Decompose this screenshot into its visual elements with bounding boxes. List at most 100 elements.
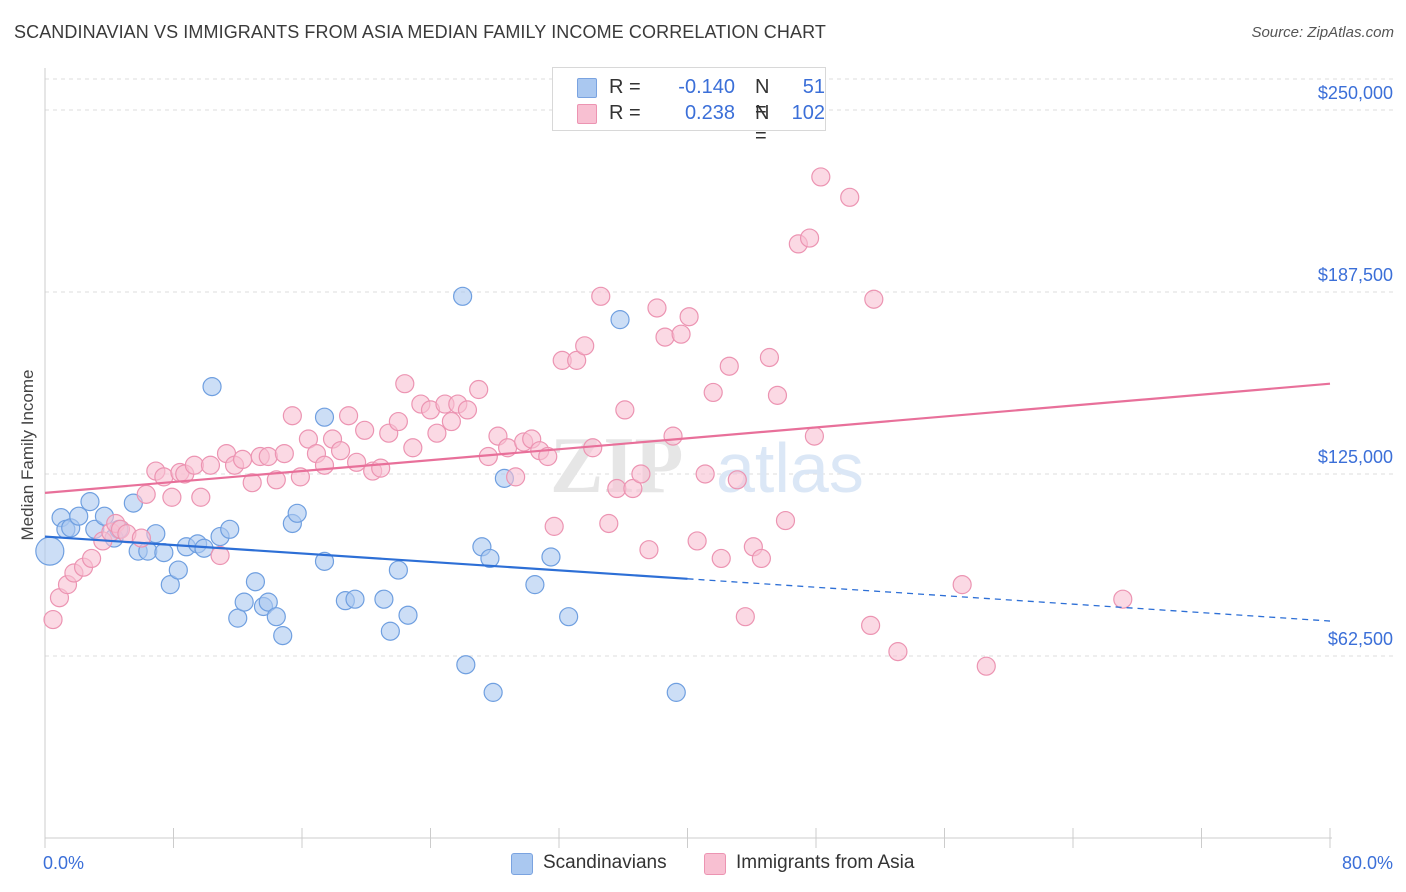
scandinavian-point [314, 551, 335, 571]
asia-immigrant-point [679, 307, 699, 327]
y-tick-labels: $62,500 $125,000 $187,500 $250,000 [1318, 83, 1393, 649]
asia-immigrant-point [695, 464, 715, 484]
asia-immigrant-point [403, 438, 423, 458]
scandinavian-point [456, 655, 476, 675]
scandinavian-point [220, 519, 240, 539]
legend-swatch-blue [511, 853, 533, 875]
x-tick-labels: 0.0% 80.0% [43, 853, 1393, 873]
asia-immigrant-point [427, 423, 447, 443]
asia-immigrant-point [395, 374, 415, 394]
asia-immigrant-point [538, 446, 558, 467]
scandinavian-point [610, 310, 630, 330]
asia-immigrant-point [623, 478, 643, 499]
asia-immigrant-point [575, 336, 595, 356]
scandinavian-point [666, 682, 686, 702]
legend-r-label: R = [609, 102, 641, 124]
asia-immigrant-point [767, 385, 788, 405]
asia-immigrant-point [544, 516, 564, 536]
asia-immigrant-trend-line [44, 382, 1331, 494]
correlation-legend: R = -0.140 N = 51 R = 0.238 N = 102 [552, 67, 826, 147]
asia-immigrant-point [952, 575, 972, 595]
scandinavian-trend-extension [687, 578, 1331, 622]
asia-immigrant-point [663, 426, 683, 446]
asia-immigrant-point [671, 324, 691, 344]
scandinavian-trend-line [44, 535, 688, 580]
scandinavian-point [202, 377, 222, 397]
legend-r-label: R = [609, 76, 641, 98]
scandinavian-point [480, 548, 500, 569]
y-tick-label: $250,000 [1318, 83, 1393, 103]
asia-immigrant-point [314, 455, 335, 475]
asia-immigrant-point [647, 298, 667, 318]
asia-immigrant-point [759, 347, 780, 368]
scandinavian-point [541, 547, 561, 567]
asia-immigrant-point [330, 441, 351, 461]
asia-immigrant-point [687, 531, 707, 551]
scandinavian-point [266, 607, 286, 627]
scandinavian-point [287, 503, 307, 523]
scandinavian-point [483, 682, 503, 702]
asia-immigrant-point [639, 540, 659, 560]
asia-immigrant-point [184, 455, 204, 475]
asia-immigrant-point [191, 487, 211, 507]
asia-immigrant-point [599, 513, 619, 534]
asia-immigrant-point [799, 228, 820, 248]
scandinavian-point [168, 560, 188, 580]
asia-immigrant-point [655, 327, 675, 347]
asia-immigrant-point [242, 473, 262, 493]
scandinavian-point [345, 589, 365, 609]
legend-r-value: -0.140 [678, 76, 735, 98]
legend-label-scandinavians: Scandinavians [543, 852, 667, 873]
asia-immigrant-point [388, 411, 408, 432]
asia-immigrant-point [162, 487, 182, 507]
asia-immigrant-point [136, 484, 156, 504]
scandinavian-point [398, 605, 418, 625]
legend-label-immigrants-asia: Immigrants from Asia [736, 852, 915, 873]
asia-immigrant-point [1113, 589, 1133, 609]
source-label: Source: ZipAtlas.com [1251, 24, 1394, 41]
asia-immigrant-point [338, 406, 359, 426]
asia-immigrant-point [282, 406, 302, 426]
x-tick-label: 80.0% [1342, 853, 1393, 873]
scandinavian-point [380, 621, 400, 641]
scandinavian-point [80, 492, 100, 512]
asia-immigrant-point [567, 350, 587, 370]
asia-immigrant-point [506, 467, 526, 487]
asia-immigrant-point [43, 609, 63, 630]
y-tick-label: $187,500 [1318, 265, 1393, 285]
asia-immigrant-point [631, 464, 651, 484]
scandinavian-point [154, 543, 174, 563]
legend-swatch-pink [704, 853, 726, 875]
y-tick-label: $62,500 [1328, 629, 1393, 649]
scandinavian-point [314, 407, 335, 427]
asia-immigrant-point [735, 607, 755, 627]
asia-immigrant-point [81, 548, 102, 569]
scandinavian-point [160, 575, 180, 595]
asia-immigrant-point [266, 470, 286, 490]
asia-immigrant-point [200, 455, 221, 475]
asia-immigrant-point [607, 478, 627, 499]
data-points [35, 167, 1133, 702]
asia-immigrant-point [441, 411, 461, 432]
asia-immigrant-point [591, 286, 611, 306]
scandinavian-point [388, 560, 408, 580]
legend-swatch-blue [577, 78, 597, 98]
scandinavian-point [559, 607, 579, 627]
scandinavian-point [258, 592, 278, 612]
watermark-atlas: atlas [716, 429, 864, 507]
legend-r-value: 0.238 [684, 102, 735, 124]
asia-immigrant-point [811, 167, 831, 187]
y-tick-label: $125,000 [1318, 447, 1393, 467]
legend-n-label: N = [755, 102, 770, 147]
asia-immigrant-point [258, 446, 278, 467]
scandinavian-point [35, 536, 65, 566]
asia-immigrant-point [751, 548, 771, 569]
legend-swatch-pink [577, 104, 597, 124]
scandinavian-point [525, 575, 545, 595]
asia-immigrant-point [469, 379, 489, 400]
scandinavian-point [228, 608, 248, 628]
asia-immigrant-point [861, 615, 881, 636]
chart-title: SCANDINAVIAN VS IMMIGRANTS FROM ASIA MED… [14, 22, 826, 42]
asia-immigrant-point [210, 545, 230, 566]
scandinavian-point [374, 589, 394, 609]
